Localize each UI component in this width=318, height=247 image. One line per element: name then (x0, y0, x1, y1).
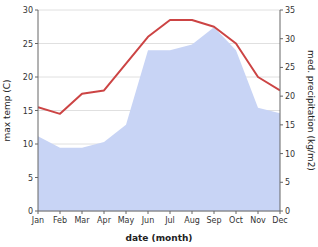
tick (280, 67, 283, 68)
tick-label: Oct (229, 216, 243, 225)
y2-axis-label: med. precipitation (kg/m2) (306, 50, 316, 171)
y-axis-label: max temp (C) (2, 79, 12, 141)
tick (280, 124, 283, 125)
tick-label: Apr (97, 216, 112, 225)
grid (38, 10, 280, 211)
tick (192, 211, 193, 214)
tick (280, 182, 283, 183)
tick (280, 153, 283, 154)
tick-label: 0 (285, 207, 290, 216)
tick-label: 10 (23, 140, 33, 149)
y2-axis-line (280, 10, 281, 211)
tick-label: 25 (23, 40, 33, 49)
plot-data (38, 20, 280, 211)
tick (214, 211, 215, 214)
tick-label: Aug (184, 216, 200, 225)
chart: 0 5 10 15 20 25 30 0 5 10 15 20 25 30 35 Jan Feb Mar Apr Ma… (0, 0, 318, 247)
tick-label: Mar (74, 216, 90, 225)
x-axis-label: date (month) (126, 233, 193, 243)
tick (258, 211, 259, 214)
tick (35, 144, 38, 145)
tick-label: Jan (31, 216, 44, 225)
tick (126, 211, 127, 214)
x-axis-line (38, 211, 280, 212)
tick (236, 211, 237, 214)
tick (280, 10, 283, 11)
tick (280, 38, 283, 39)
tick-label: 25 (285, 63, 295, 72)
tick (280, 96, 283, 97)
tick (35, 10, 38, 11)
tick (280, 211, 281, 214)
tick-label: 5 (28, 174, 33, 183)
tick-label: 20 (285, 92, 295, 101)
tick-label: Dec (272, 216, 287, 225)
grid-line (38, 43, 280, 44)
tick-label: 10 (285, 150, 295, 159)
grid-line (38, 211, 280, 212)
tick (82, 211, 83, 214)
tick (60, 211, 61, 214)
tick-label: 30 (285, 35, 295, 44)
axes: 0 5 10 15 20 25 30 0 5 10 15 20 25 30 35 Jan Feb Mar Apr Ma… (23, 6, 295, 225)
tick (104, 211, 105, 214)
tick-label: Sep (206, 216, 221, 225)
tick (35, 43, 38, 44)
tick-label: Feb (53, 216, 67, 225)
tick (148, 211, 149, 214)
tick-label: Jul (164, 216, 175, 225)
tick-label: 35 (285, 6, 295, 15)
tick (170, 211, 171, 214)
tick-label: Jun (141, 216, 155, 225)
chart-container: 0 5 10 15 20 25 30 0 5 10 15 20 25 30 35 Jan Feb Mar Apr Ma… (0, 0, 318, 247)
tick-label: Nov (250, 216, 266, 225)
tick-label: May (118, 216, 135, 225)
tick-label: 15 (23, 107, 33, 116)
tick (35, 77, 38, 78)
tick-label: 30 (23, 6, 33, 15)
tick (35, 110, 38, 111)
tick-label: 15 (285, 121, 295, 130)
tick-label: 20 (23, 73, 33, 82)
tick (35, 177, 38, 178)
tick (38, 211, 39, 214)
tick-label: 5 (285, 178, 290, 187)
temperature-line (38, 20, 280, 114)
grid-line (38, 10, 280, 11)
tick-label: 0 (28, 207, 33, 216)
